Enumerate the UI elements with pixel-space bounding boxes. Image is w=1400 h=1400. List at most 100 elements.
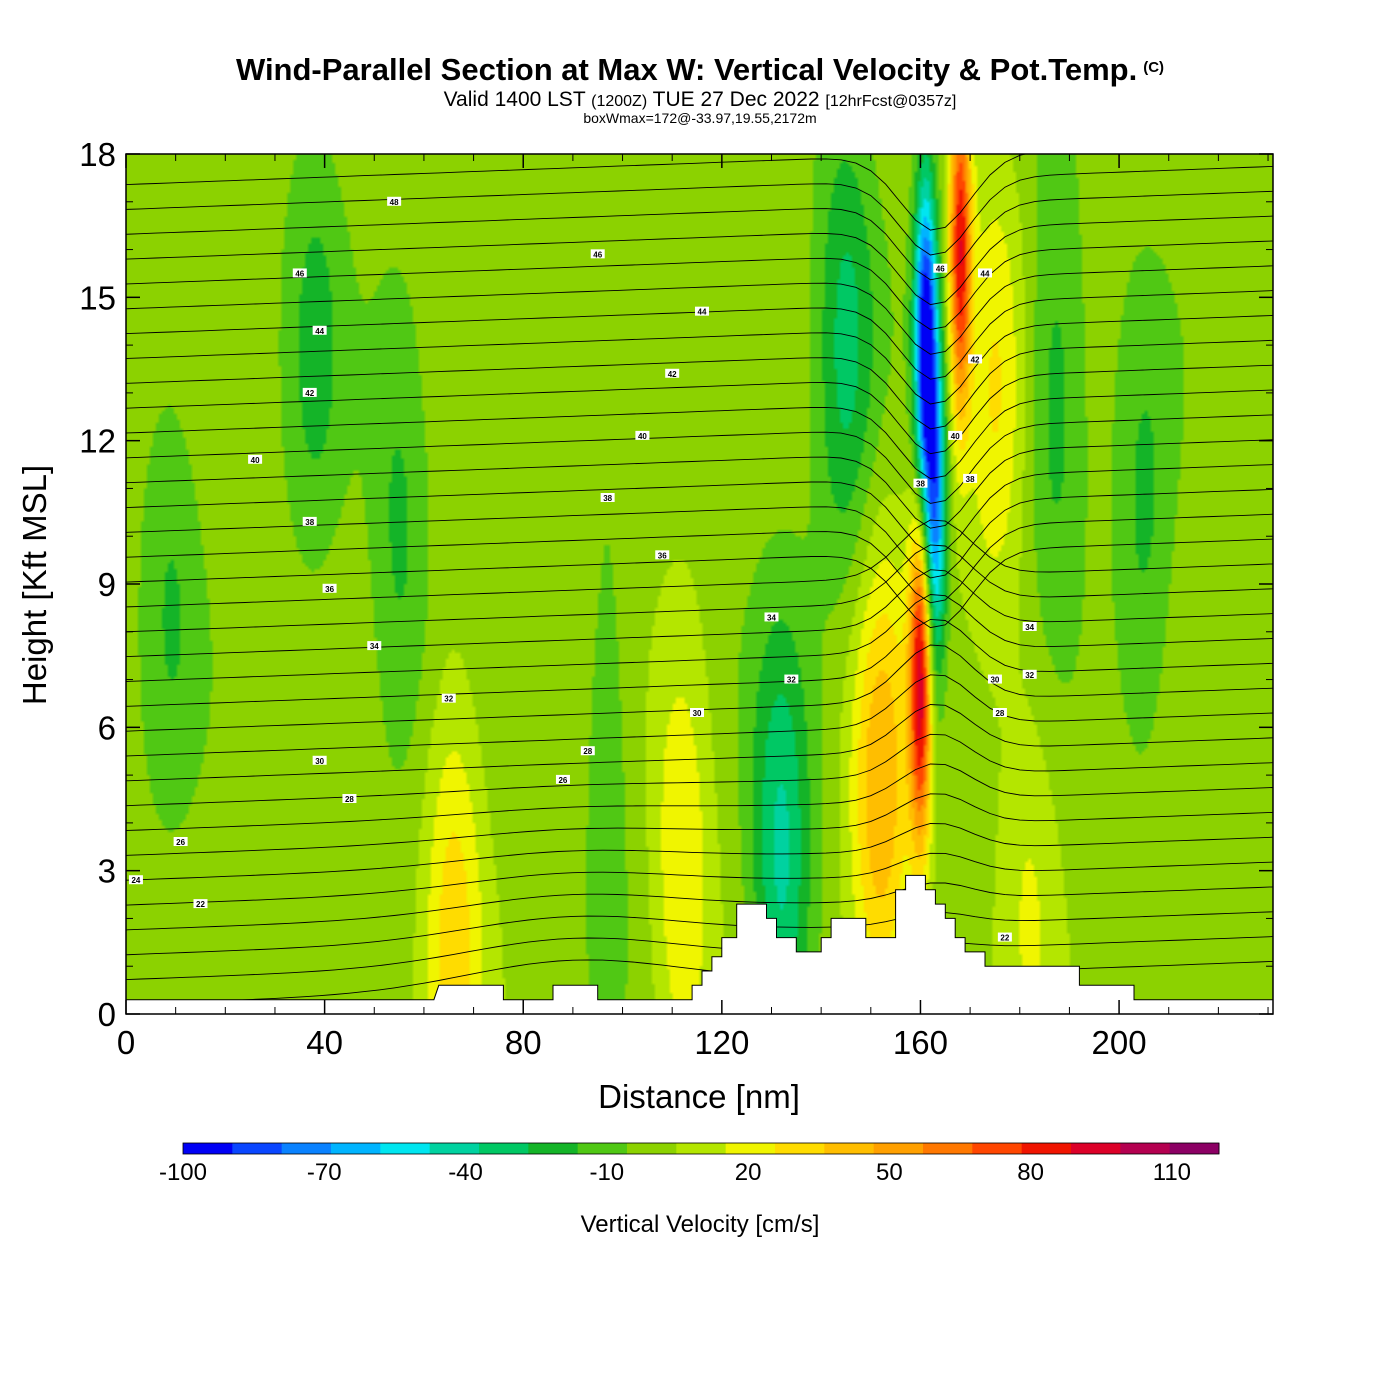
theta-label: 34 — [767, 613, 776, 622]
theta-label: 42 — [305, 389, 314, 398]
theta-label-box — [342, 794, 357, 803]
theta-label-box — [193, 899, 208, 909]
valid-time: Valid 1400 LST — [443, 88, 586, 111]
theta-contour — [126, 704, 1273, 782]
theta-label: 28 — [345, 795, 354, 804]
theta-label: 44 — [981, 269, 990, 278]
theta-label: 46 — [593, 250, 602, 259]
colorbar-swatch — [479, 1143, 529, 1154]
theta-label-box — [913, 478, 928, 488]
theta-label-box — [690, 708, 705, 717]
theta-contour — [126, 733, 1273, 807]
theta-label: 38 — [966, 475, 975, 484]
colorbar-swatch — [873, 1143, 924, 1154]
theta-label-box — [367, 641, 382, 651]
chart-title: Wind-Parallel Section at Max W: Vertical… — [0, 52, 1400, 88]
theta-label-box — [600, 493, 615, 502]
forecast-info: [12hrFcst@0357z] — [825, 93, 957, 110]
y-axis-label: Height [Kft MSL] — [16, 465, 53, 705]
theta-label: 30 — [990, 676, 999, 685]
theta-label: 42 — [668, 370, 677, 379]
theta-label-box — [292, 268, 307, 278]
colorbar-swatch — [676, 1143, 727, 1154]
y-tick-label: 0 — [98, 996, 116, 1033]
colorbar-swatch — [281, 1143, 332, 1154]
theta-contour — [126, 464, 1273, 554]
theta-label-box — [590, 249, 605, 259]
theta-label-box — [312, 755, 327, 765]
colorbar-swatch — [528, 1143, 579, 1154]
theta-contour — [126, 364, 1273, 455]
theta-label-box — [987, 674, 1002, 684]
theta-contour — [126, 315, 1273, 405]
theta-label-box — [655, 550, 670, 560]
colorbar-swatch — [1071, 1143, 1121, 1154]
theta-label: 28 — [583, 747, 592, 756]
x-tick-label: 0 — [117, 1024, 135, 1061]
colorbar-swatch — [923, 1143, 973, 1154]
colorbar-swatch — [577, 1143, 628, 1154]
colorbar-tick-label: 20 — [735, 1159, 762, 1186]
colorbar-swatch — [183, 1143, 233, 1154]
theta-contour — [126, 544, 1273, 633]
colorbar-tick-label: -40 — [448, 1159, 483, 1186]
theta-label-box — [441, 693, 456, 703]
x-tick-label: 200 — [1092, 1024, 1147, 1061]
theta-label: 44 — [315, 327, 324, 336]
theta-label: 40 — [951, 432, 960, 441]
theta-label: 26 — [558, 776, 567, 785]
theta-contour — [126, 793, 1273, 856]
x-axis-label: Distance [nm] — [598, 1078, 800, 1115]
theta-label: 40 — [638, 432, 647, 441]
theta-label: 42 — [971, 355, 980, 364]
valid-utc: (1200Z) — [591, 93, 648, 110]
theta-contour — [126, 339, 1273, 430]
theta-label: 24 — [131, 876, 140, 885]
theta-contour — [126, 519, 1273, 608]
theta-label: 32 — [1025, 671, 1034, 680]
colorbar-swatch — [380, 1143, 431, 1154]
theta-contour — [126, 959, 1273, 1005]
theta-label-box — [784, 674, 799, 684]
theta-contour — [126, 215, 1273, 306]
theta-label: 46 — [295, 269, 304, 278]
title-text: Wind-Parallel Section at Max W: Vertical… — [235, 52, 1138, 87]
colorbar-swatch — [1021, 1143, 1072, 1154]
theta-label: 34 — [370, 642, 379, 651]
theta-label-box — [948, 430, 963, 440]
colorbar-swatch — [1169, 1143, 1220, 1154]
x-tick-label: 40 — [306, 1024, 343, 1061]
y-tick-label: 3 — [98, 853, 116, 890]
theta-label: 30 — [315, 757, 324, 766]
y-tick-label: 6 — [98, 709, 116, 746]
theta-contour — [126, 165, 1273, 256]
theta-label-box — [1022, 622, 1037, 631]
colorbar-swatch — [972, 1143, 1023, 1154]
theta-contour — [126, 823, 1273, 881]
theta-label-box — [694, 306, 709, 316]
theta-label-box — [963, 473, 978, 483]
colorbar-swatch — [232, 1143, 283, 1154]
theta-label: 44 — [698, 308, 707, 317]
y-tick-label: 18 — [79, 136, 116, 173]
theta-contour — [126, 513, 1273, 604]
theta-contour — [126, 439, 1273, 529]
theta-label: 38 — [916, 480, 925, 489]
theta-label-box — [997, 932, 1012, 942]
theta-label: 32 — [787, 676, 796, 685]
theta-label-box — [248, 454, 263, 464]
colorbar-frame — [182, 1142, 1220, 1155]
colorbar-swatch — [725, 1143, 776, 1154]
x-tick-label: 160 — [893, 1024, 948, 1061]
theta-label: 38 — [603, 494, 612, 503]
y-tick-label: 15 — [79, 279, 116, 316]
theta-label-box — [312, 325, 327, 335]
y-tick-label: 9 — [98, 566, 116, 603]
theta-label-box — [1022, 669, 1037, 679]
theta-label-box — [764, 612, 779, 622]
theta-contour — [126, 414, 1273, 504]
theta-label-box — [635, 430, 650, 440]
theta-label: 36 — [658, 551, 667, 560]
theta-label-box — [580, 746, 595, 756]
